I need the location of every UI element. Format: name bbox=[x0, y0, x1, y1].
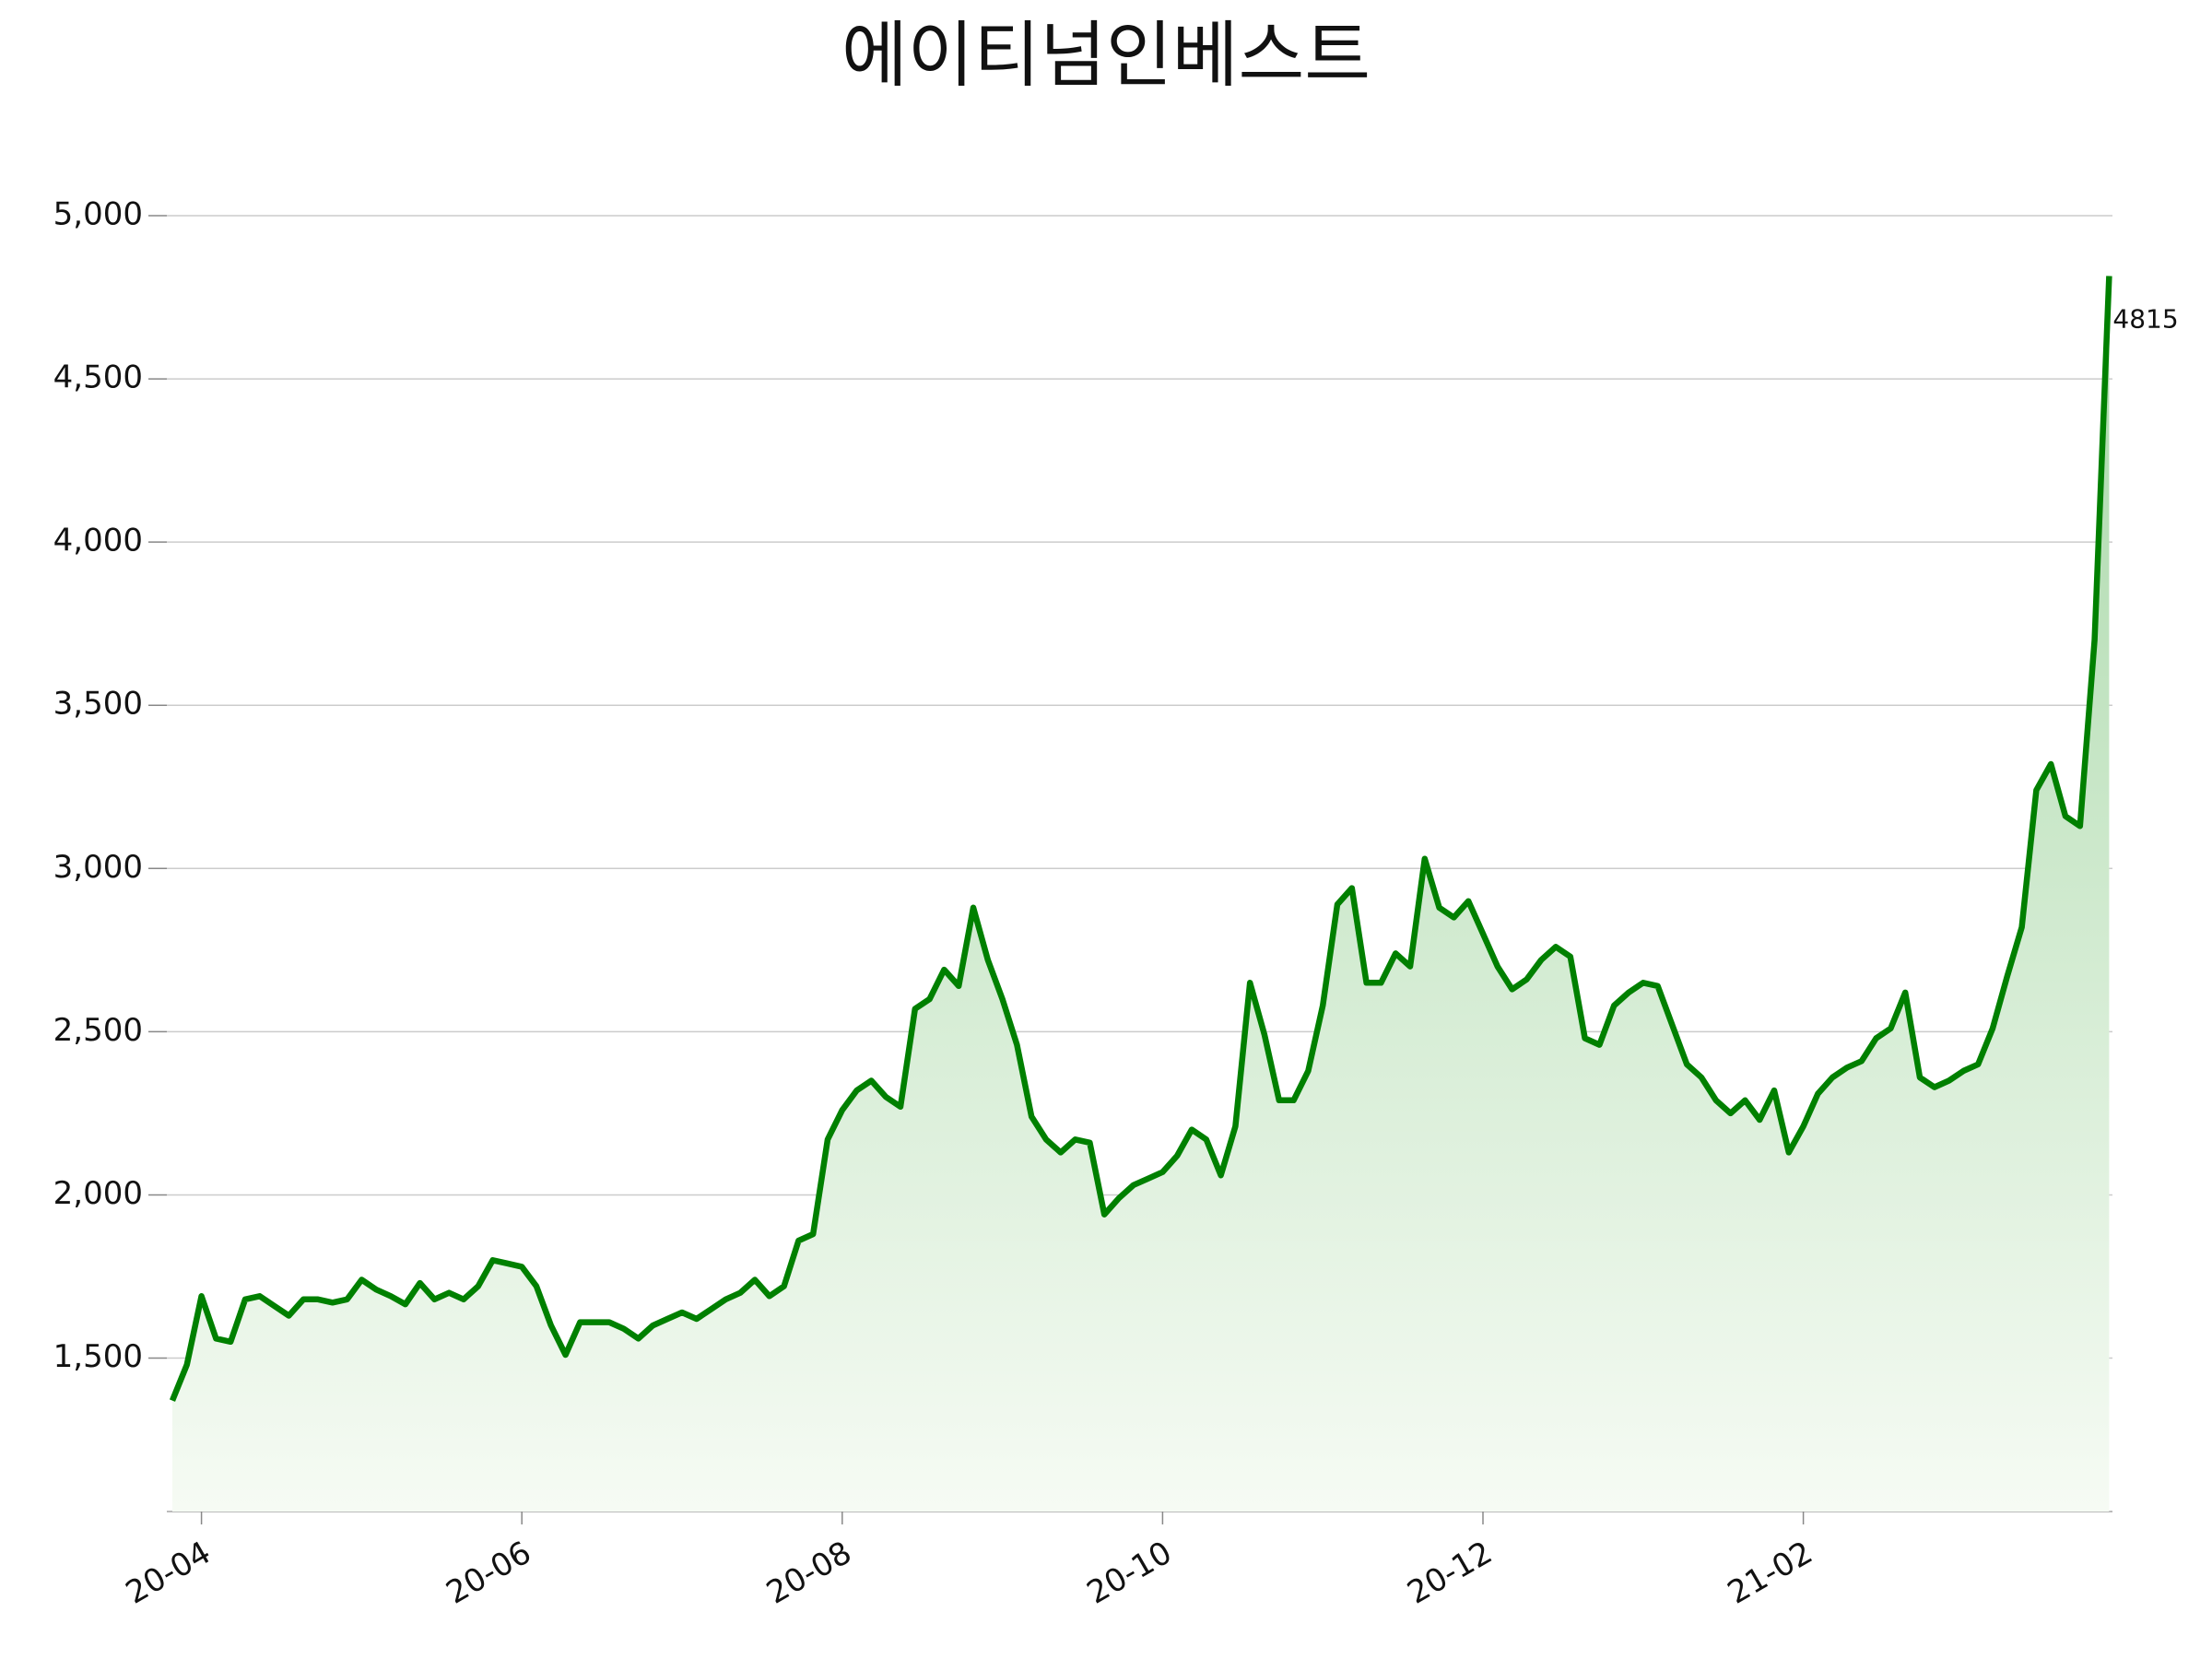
y-tick-label: 5,000 bbox=[53, 196, 143, 233]
line bbox=[169, 276, 2112, 1402]
chart-title: 에이티넘인베스트 bbox=[841, 14, 1371, 97]
x-tick-label: 20-04 bbox=[120, 1535, 218, 1612]
y-tick-label: 3,500 bbox=[53, 686, 143, 723]
x-tick-label: 21-02 bbox=[1722, 1535, 1819, 1612]
y-tick-label: 3,000 bbox=[53, 849, 143, 886]
x-tick-label: 20-12 bbox=[1401, 1535, 1499, 1612]
last-value-label: 4815 bbox=[2112, 304, 2178, 335]
y-tick-label: 4,500 bbox=[53, 359, 143, 396]
x-tick-label: 20-08 bbox=[760, 1535, 858, 1612]
y-tick-label: 1,500 bbox=[53, 1338, 143, 1375]
y-tick-label: 4,000 bbox=[53, 523, 143, 559]
area bbox=[172, 276, 2110, 1512]
y-tick-label: 2,000 bbox=[53, 1175, 143, 1212]
y-tick-label: 2,500 bbox=[53, 1012, 143, 1049]
x-tick-label: 20-06 bbox=[441, 1535, 538, 1612]
x-tick-label: 20-10 bbox=[1081, 1535, 1179, 1612]
